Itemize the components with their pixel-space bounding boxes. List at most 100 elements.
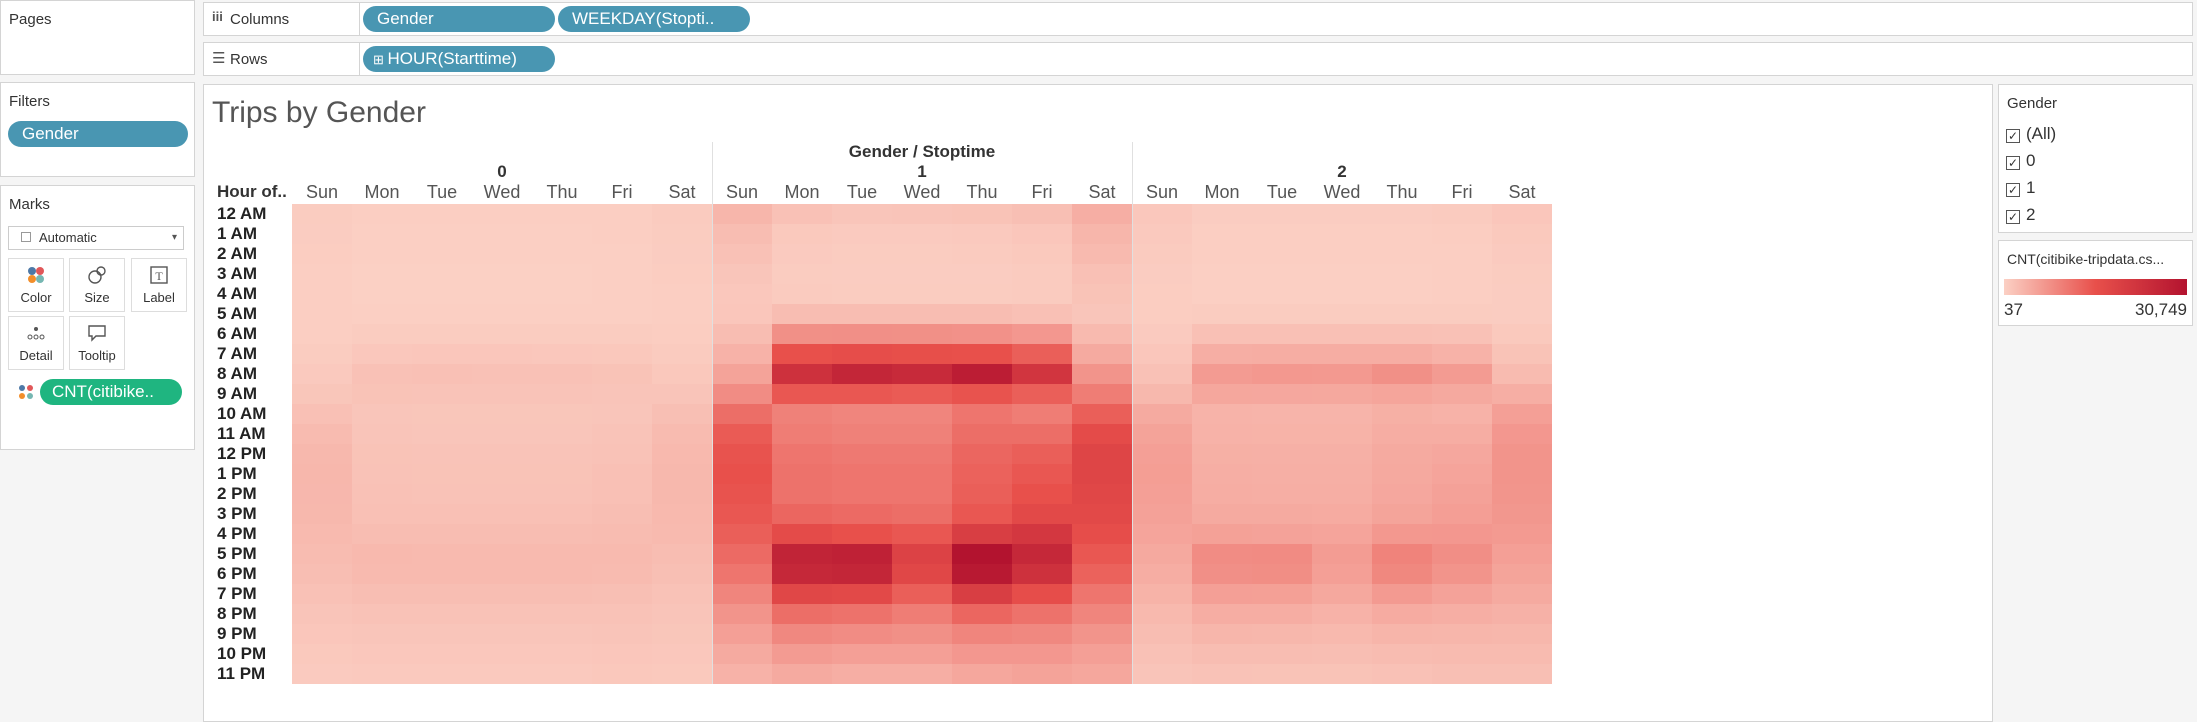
heatmap-cell[interactable]	[712, 284, 772, 304]
heatmap-cell[interactable]	[532, 284, 592, 304]
heatmap-cell[interactable]	[892, 584, 952, 604]
heatmap-cell[interactable]	[412, 244, 472, 264]
heatmap-cell[interactable]	[952, 384, 1012, 404]
heatmap-cell[interactable]	[1252, 664, 1312, 684]
heatmap-cell[interactable]	[592, 384, 652, 404]
heatmap-cell[interactable]	[1252, 604, 1312, 624]
checkbox-checked-icon[interactable]: ✓	[2006, 129, 2020, 143]
heatmap-cell[interactable]	[1372, 624, 1432, 644]
heatmap-cell[interactable]	[1072, 204, 1132, 224]
heatmap-cell[interactable]	[1372, 604, 1432, 624]
marks-tooltip-button[interactable]: Tooltip	[69, 316, 125, 370]
heatmap-cell[interactable]	[412, 344, 472, 364]
heatmap-cell[interactable]	[772, 664, 832, 684]
heatmap-cell[interactable]	[892, 544, 952, 564]
heatmap-cell[interactable]	[652, 664, 712, 684]
heatmap-cell[interactable]	[712, 524, 772, 544]
heatmap-cell[interactable]	[772, 564, 832, 584]
heatmap-cell[interactable]	[832, 384, 892, 404]
heatmap-cell[interactable]	[1012, 664, 1072, 684]
heatmap-cell[interactable]	[712, 304, 772, 324]
heatmap-cell[interactable]	[292, 444, 352, 464]
heatmap-cell[interactable]	[1072, 604, 1132, 624]
heatmap-cell[interactable]	[892, 284, 952, 304]
heatmap-cell[interactable]	[532, 604, 592, 624]
heatmap-cell[interactable]	[1312, 444, 1372, 464]
heatmap-cell[interactable]	[1012, 264, 1072, 284]
heatmap-cell[interactable]	[1132, 304, 1192, 324]
heatmap-cell[interactable]	[1432, 344, 1492, 364]
heatmap-cell[interactable]	[1192, 504, 1252, 524]
heatmap-cell[interactable]	[1372, 344, 1432, 364]
heatmap-cell[interactable]	[1492, 384, 1552, 404]
heatmap-cell[interactable]	[652, 204, 712, 224]
heatmap-cell[interactable]	[1432, 604, 1492, 624]
heatmap-cell[interactable]	[1312, 664, 1372, 684]
gender-option-2[interactable]: ✓ 2	[2006, 205, 2035, 225]
heatmap-cell[interactable]	[892, 644, 952, 664]
heatmap-cell[interactable]	[1132, 424, 1192, 444]
heatmap-cell[interactable]	[1192, 584, 1252, 604]
heatmap-cell[interactable]	[832, 304, 892, 324]
heatmap-cell[interactable]	[1192, 324, 1252, 344]
heatmap-cell[interactable]	[1432, 624, 1492, 644]
heatmap-cell[interactable]	[1252, 424, 1312, 444]
heatmap-cell[interactable]	[1312, 384, 1372, 404]
heatmap-cell[interactable]	[772, 584, 832, 604]
heatmap-cell[interactable]	[592, 584, 652, 604]
heatmap-cell[interactable]	[952, 644, 1012, 664]
heatmap-cell[interactable]	[1492, 284, 1552, 304]
heatmap-cell[interactable]	[772, 604, 832, 624]
heatmap-cell[interactable]	[892, 304, 952, 324]
heatmap-cell[interactable]	[1492, 504, 1552, 524]
heatmap-cell[interactable]	[352, 324, 412, 344]
heatmap-cell[interactable]	[1252, 224, 1312, 244]
heatmap-cell[interactable]	[1312, 284, 1372, 304]
heatmap-cell[interactable]	[1012, 344, 1072, 364]
heatmap-cell[interactable]	[712, 364, 772, 384]
heatmap-cell[interactable]	[832, 484, 892, 504]
heatmap-cell[interactable]	[592, 204, 652, 224]
heatmap-cell[interactable]	[1372, 444, 1432, 464]
heatmap-cell[interactable]	[652, 304, 712, 324]
heatmap-cell[interactable]	[472, 624, 532, 644]
heatmap-cell[interactable]	[472, 384, 532, 404]
heatmap-cell[interactable]	[352, 564, 412, 584]
heatmap-cell[interactable]	[592, 624, 652, 644]
heatmap-cell[interactable]	[772, 304, 832, 324]
heatmap-cell[interactable]	[1432, 504, 1492, 524]
heatmap-cell[interactable]	[952, 584, 1012, 604]
heatmap-cell[interactable]	[1312, 504, 1372, 524]
heatmap-cell[interactable]	[532, 464, 592, 484]
heatmap-cell[interactable]	[1432, 384, 1492, 404]
heatmap-cell[interactable]	[472, 324, 532, 344]
heatmap-cell[interactable]	[352, 464, 412, 484]
heatmap-cell[interactable]	[952, 364, 1012, 384]
heatmap-cell[interactable]	[1432, 204, 1492, 224]
heatmap-cell[interactable]	[472, 244, 532, 264]
heatmap-cell[interactable]	[1012, 484, 1072, 504]
filter-pill-gender[interactable]: Gender	[8, 121, 188, 147]
heatmap-cell[interactable]	[1132, 344, 1192, 364]
heatmap-cell[interactable]	[712, 244, 772, 264]
heatmap-cell[interactable]	[1312, 224, 1372, 244]
heatmap-cell[interactable]	[1492, 264, 1552, 284]
heatmap-cell[interactable]	[1132, 464, 1192, 484]
heatmap-cell[interactable]	[1312, 304, 1372, 324]
heatmap-cell[interactable]	[652, 384, 712, 404]
heatmap-cell[interactable]	[1312, 204, 1372, 224]
heatmap-cell[interactable]	[892, 384, 952, 404]
heatmap-cell[interactable]	[412, 524, 472, 544]
marks-detail-button[interactable]: Detail	[8, 316, 64, 370]
heatmap-cell[interactable]	[352, 644, 412, 664]
heatmap-cell[interactable]	[1372, 664, 1432, 684]
heatmap-cell[interactable]	[292, 524, 352, 544]
heatmap-cell[interactable]	[1432, 464, 1492, 484]
heatmap-cell[interactable]	[652, 404, 712, 424]
heatmap-cell[interactable]	[592, 404, 652, 424]
heatmap-cell[interactable]	[712, 324, 772, 344]
heatmap-cell[interactable]	[1192, 484, 1252, 504]
heatmap-cell[interactable]	[1012, 384, 1072, 404]
heatmap-cell[interactable]	[352, 624, 412, 644]
heatmap-cell[interactable]	[1432, 484, 1492, 504]
